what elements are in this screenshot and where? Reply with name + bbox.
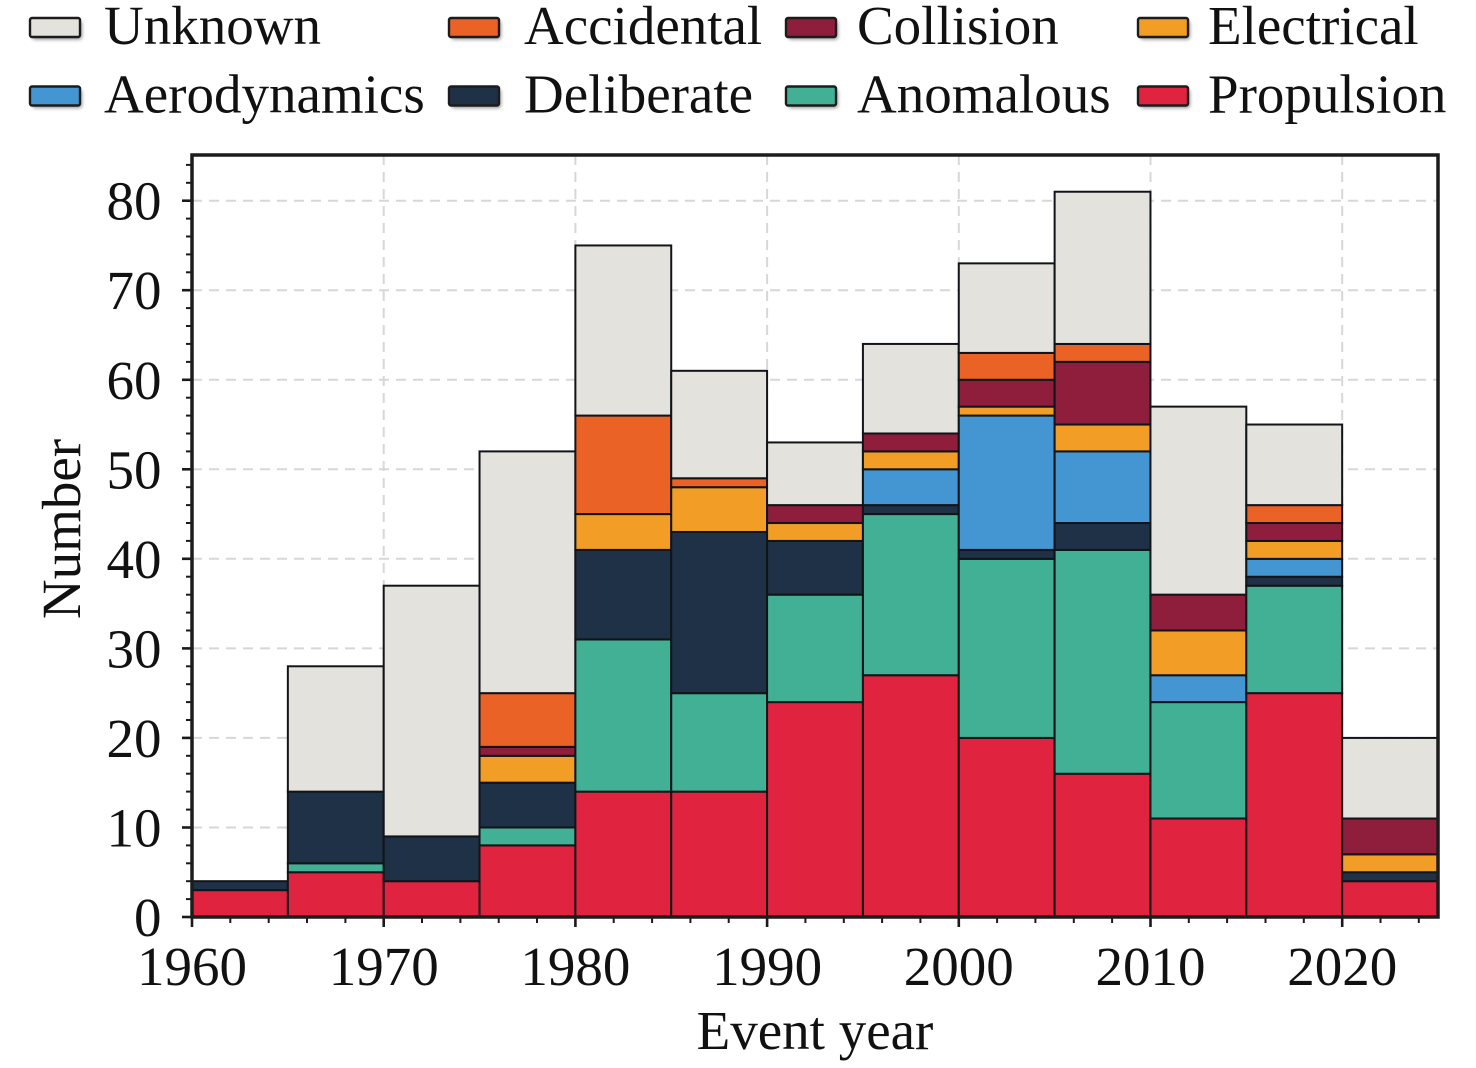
svg-text:0: 0 — [134, 887, 162, 948]
svg-text:Number: Number — [31, 439, 92, 619]
svg-text:20: 20 — [107, 708, 162, 769]
svg-text:Anomalous: Anomalous — [857, 64, 1111, 125]
svg-text:2020: 2020 — [1287, 936, 1397, 997]
svg-text:Collision: Collision — [857, 0, 1059, 56]
svg-text:80: 80 — [107, 171, 162, 232]
svg-text:1990: 1990 — [712, 936, 822, 997]
svg-text:Accidental: Accidental — [524, 0, 762, 56]
svg-text:Electrical: Electrical — [1208, 0, 1419, 56]
svg-text:2010: 2010 — [1096, 936, 1206, 997]
svg-text:1960: 1960 — [137, 936, 247, 997]
svg-text:Aerodynamics: Aerodynamics — [104, 64, 425, 125]
svg-text:Deliberate: Deliberate — [524, 64, 753, 125]
svg-text:50: 50 — [107, 439, 162, 500]
svg-text:Propulsion: Propulsion — [1208, 64, 1446, 125]
svg-text:40: 40 — [107, 529, 162, 590]
svg-text:70: 70 — [107, 260, 162, 321]
svg-text:30: 30 — [107, 618, 162, 679]
svg-text:1970: 1970 — [329, 936, 439, 997]
svg-text:1980: 1980 — [520, 936, 630, 997]
svg-text:2000: 2000 — [904, 936, 1014, 997]
svg-text:10: 10 — [107, 798, 162, 859]
svg-text:Unknown: Unknown — [104, 0, 321, 56]
svg-text:Event year: Event year — [697, 1000, 934, 1061]
svg-text:60: 60 — [107, 350, 162, 411]
